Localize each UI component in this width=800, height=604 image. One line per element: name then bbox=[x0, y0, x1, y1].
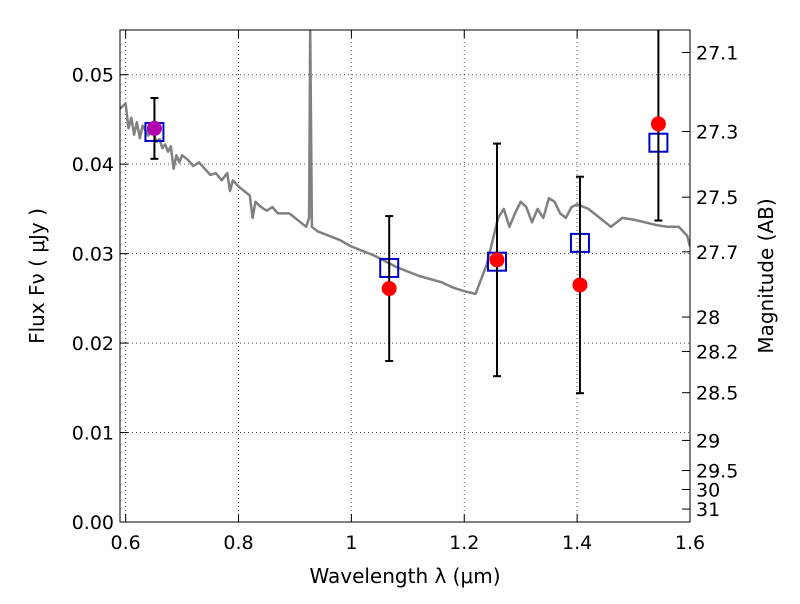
right-tick-label: 28.2 bbox=[696, 342, 738, 364]
y-tick-label: 0.05 bbox=[72, 65, 114, 87]
right-tick-label: 28.5 bbox=[696, 383, 738, 405]
axes: 0.6 0.8 1 1.2 1.4 1.6 0.00 0.01 0.02 0.03 0.04 0.05… bbox=[72, 29, 738, 554]
y-axis-label: Flux Fν ( μJy ) bbox=[25, 208, 49, 344]
observed-point bbox=[572, 277, 588, 293]
x-tick-label: 1.4 bbox=[562, 532, 592, 554]
observed-point bbox=[146, 120, 162, 136]
x-tick-label: 0.8 bbox=[223, 532, 253, 554]
y-tick-label: 0.04 bbox=[72, 154, 114, 176]
x-tick-label: 1 bbox=[345, 532, 357, 554]
right-tick-label: 31 bbox=[696, 499, 720, 521]
right-tick-label: 27.7 bbox=[696, 242, 738, 264]
plot-frame bbox=[119, 29, 691, 523]
y-tick-label: 0.03 bbox=[72, 244, 114, 266]
y-tick-label: 0.01 bbox=[72, 423, 114, 445]
right-tick-label: 29.5 bbox=[696, 461, 738, 483]
plot-series bbox=[120, 30, 690, 395]
right-tick-label: 28 bbox=[696, 307, 720, 329]
observed-point bbox=[489, 252, 505, 268]
right-tick-label: 27.3 bbox=[696, 121, 738, 143]
plot-area bbox=[120, 30, 690, 395]
y-axis-right-label: Magnitude (AB) bbox=[754, 198, 778, 353]
right-tick-label: 27.5 bbox=[696, 187, 738, 209]
right-tick-label: 30 bbox=[696, 480, 720, 502]
right-tick-label: 29 bbox=[696, 430, 720, 452]
x-tick-label: 1.6 bbox=[675, 532, 705, 554]
x-tick-label: 0.6 bbox=[111, 532, 141, 554]
model-spectrum-line bbox=[120, 30, 690, 296]
observed-point bbox=[381, 281, 397, 297]
x-axis-label: Wavelength λ (μm) bbox=[309, 564, 500, 588]
x-tick-label: 1.2 bbox=[449, 532, 479, 554]
y-tick-label: 0.02 bbox=[72, 333, 114, 355]
grid-lines bbox=[120, 30, 690, 522]
right-tick-label: 27.1 bbox=[696, 43, 738, 65]
observed-point bbox=[650, 116, 666, 132]
y-tick-label: 0.00 bbox=[72, 512, 114, 534]
